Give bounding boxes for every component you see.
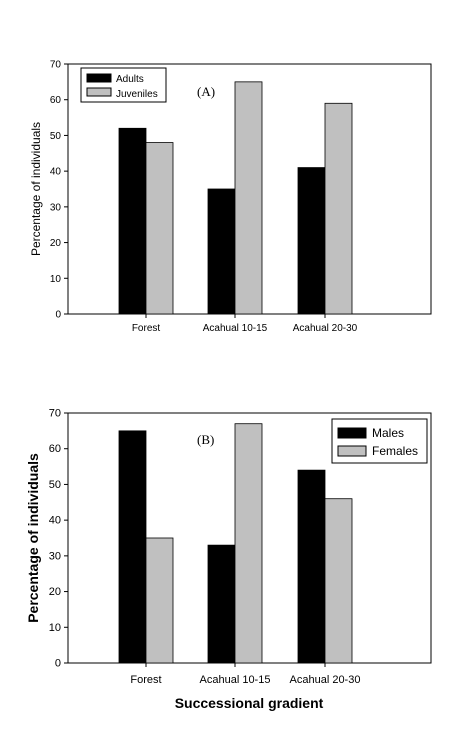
legend-label-males: Males [372, 426, 404, 440]
panel-a-chart: 0 10 20 30 40 50 60 70 Forest Acahual 10-15 Acahu… [29, 60, 432, 334]
panel-a-legend: Adults Juveniles [80, 67, 167, 103]
panel-b-chart: 0 10 20 30 40 50 60 70 Forest Acahual 10-15 Acahu… [25, 408, 432, 711]
panel-a-x-tick-label-acahual-20-30: Acahual 20-30 [293, 323, 358, 334]
panel-b-x-tick-label-acahual-10-15: Acahual 10-15 [200, 674, 271, 686]
panel-a-x-tick-label-acahual-10-15: Acahual 10-15 [203, 323, 268, 334]
panel-b-y-tick-label-30: 30 [49, 550, 61, 562]
panel-b-bar-females-acahual-10-15 [234, 423, 263, 664]
legend-swatch-females [337, 445, 367, 457]
legend-label-adults: Adults [116, 74, 144, 85]
panel-b-y-tick-label-70: 70 [49, 408, 61, 420]
panel-b-y-tick-label-0: 0 [55, 658, 61, 670]
panel-b-bar-males-acahual-10-15 [207, 544, 236, 664]
panel-b-bar-males-forest [118, 430, 147, 664]
legend-swatch-juveniles [86, 87, 112, 97]
panel-a-bar-adults-forest [118, 127, 147, 315]
panel-a-y-tick-label-50: 50 [50, 131, 62, 142]
panel-b-y-axis-label: Percentage of individuals [25, 453, 41, 623]
panel-b-legend: Males Females [331, 418, 428, 464]
panel-a-y-tick-label-60: 60 [50, 95, 62, 106]
panel-b-y-tick-label-40: 40 [49, 515, 61, 527]
panel-a-y-axis-label: Percentage of individuals [29, 122, 43, 256]
legend-label-females: Females [372, 444, 418, 458]
panel-a-y-tick-label-70: 70 [50, 60, 62, 71]
panel-a-bar-juveniles-forest [145, 142, 174, 315]
panel-a-bar-juveniles-acahual-20-30 [324, 102, 353, 315]
panel-b-bar-males-acahual-20-30 [297, 469, 326, 664]
panel-a-label: (A) [197, 84, 215, 99]
legend-swatch-males [337, 427, 367, 439]
panel-b-x-axis-label: Successional gradient [175, 695, 324, 711]
panel-a-y-tick-label-30: 30 [50, 202, 62, 213]
panel-b-bar-females-forest [145, 537, 174, 664]
legend-swatch-adults [86, 73, 112, 83]
legend-label-juveniles: Juveniles [116, 89, 158, 100]
panel-a-bar-adults-acahual-20-30 [297, 167, 326, 315]
panel-b-x-tick-label-forest: Forest [130, 674, 161, 686]
panel-b-y-tick-label-20: 20 [49, 586, 61, 598]
panel-a-y-tick-label-40: 40 [50, 167, 62, 178]
panel-a-bar-juveniles-acahual-10-15 [234, 81, 263, 315]
panel-b-x-tick-label-acahual-20-30: Acahual 20-30 [290, 674, 361, 686]
panel-b-label: (B) [197, 432, 214, 447]
panel-a-y-tick-label-20: 20 [50, 238, 62, 249]
panel-a-y-tick-label-10: 10 [50, 274, 62, 285]
panel-b-y-tick-label-10: 10 [49, 622, 61, 634]
panel-a-bar-adults-acahual-10-15 [207, 188, 236, 315]
panel-a-x-tick-label-forest: Forest [132, 323, 161, 334]
panel-b-y-tick-label-50: 50 [49, 479, 61, 491]
panel-b-y-tick-label-60: 60 [49, 443, 61, 455]
panel-a-y-tick-label-0: 0 [55, 310, 61, 321]
panel-b-bar-females-acahual-20-30 [324, 498, 353, 664]
